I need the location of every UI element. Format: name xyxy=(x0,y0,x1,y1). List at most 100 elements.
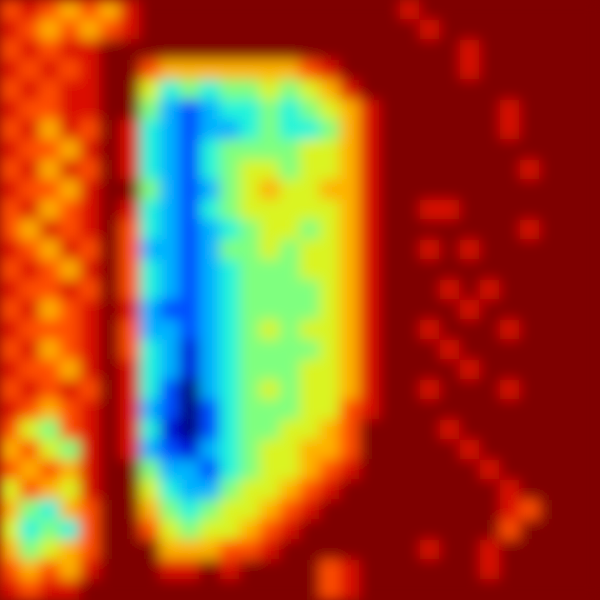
heat-cell xyxy=(440,420,461,441)
heat-cell xyxy=(400,520,421,541)
heat-cell xyxy=(320,20,341,41)
heat-cell xyxy=(240,380,261,401)
heat-cell xyxy=(580,120,600,141)
heat-cell xyxy=(0,300,21,321)
heat-cell xyxy=(280,160,301,181)
heat-cell xyxy=(0,420,21,441)
heat-cell xyxy=(360,0,381,21)
heat-cell xyxy=(520,0,541,21)
heat-cell xyxy=(580,240,600,261)
heat-cell xyxy=(120,260,141,281)
heat-cell xyxy=(60,0,81,21)
heat-cell xyxy=(400,80,421,101)
heat-cell xyxy=(100,0,121,21)
heat-cell xyxy=(120,460,141,481)
heat-cell xyxy=(200,180,221,201)
heat-cell xyxy=(520,580,541,600)
heat-cell xyxy=(160,540,181,561)
heat-cell xyxy=(220,0,241,21)
heat-cell xyxy=(140,540,161,561)
heat-cell xyxy=(480,360,501,381)
heat-cell xyxy=(340,500,361,521)
heat-cell xyxy=(460,400,481,421)
heat-cell xyxy=(480,280,501,301)
heat-cell xyxy=(480,220,501,241)
heat-cell xyxy=(580,160,600,181)
heat-cell xyxy=(580,480,600,501)
heat-cell xyxy=(0,580,21,600)
heat-cell xyxy=(380,260,401,281)
heat-cell xyxy=(240,0,261,21)
heat-cell xyxy=(480,120,501,141)
heat-cell xyxy=(280,180,301,201)
heat-cell xyxy=(340,580,361,600)
heat-cell xyxy=(320,80,341,101)
heat-cell xyxy=(160,40,181,61)
heat-cell xyxy=(200,500,221,521)
heat-cell xyxy=(180,520,201,541)
heat-cell xyxy=(400,0,421,21)
heat-cell xyxy=(540,480,561,501)
heat-cell xyxy=(220,560,241,581)
heat-cell xyxy=(20,300,41,321)
heat-cell xyxy=(0,40,21,61)
heat-cell xyxy=(260,140,281,161)
background xyxy=(0,0,600,600)
heat-cell xyxy=(460,100,481,121)
heat-cell xyxy=(180,80,201,101)
heat-cell xyxy=(0,480,21,501)
heat-cell xyxy=(240,440,261,461)
heat-cell xyxy=(300,120,321,141)
heat-cell xyxy=(500,580,521,600)
heat-cell xyxy=(40,160,61,181)
heat-cell xyxy=(380,240,401,261)
heat-cell xyxy=(100,520,121,541)
heat-cell xyxy=(20,400,41,421)
heat-cell xyxy=(500,80,521,101)
heat-cell xyxy=(40,20,61,41)
heat-cell xyxy=(240,180,261,201)
heat-cell xyxy=(100,40,121,61)
heat-cell xyxy=(0,160,21,181)
heat-cell xyxy=(500,20,521,41)
heat-cell xyxy=(360,580,381,600)
heat-cell xyxy=(560,460,581,481)
heat-cell xyxy=(520,420,541,441)
heat-cell xyxy=(580,580,600,600)
heat-cell xyxy=(160,480,181,501)
heat-cell xyxy=(0,520,21,541)
heat-cell xyxy=(40,520,61,541)
heat-cell xyxy=(580,0,600,21)
heat-cell xyxy=(280,500,301,521)
heat-cell xyxy=(500,280,521,301)
heat-cell xyxy=(420,440,441,461)
heat-cell xyxy=(520,240,541,261)
heat-cell xyxy=(100,420,121,441)
heat-cell xyxy=(120,560,141,581)
heat-cell xyxy=(220,440,241,461)
heat-cell xyxy=(260,540,281,561)
heat-cell xyxy=(220,360,241,381)
heat-cell xyxy=(320,560,341,581)
heat-cell xyxy=(200,140,221,161)
heat-cell xyxy=(540,440,561,461)
heat-cell xyxy=(420,340,441,361)
heat-cell xyxy=(220,180,241,201)
heat-cell xyxy=(280,580,301,600)
heat-cell xyxy=(60,200,81,221)
heat-cell xyxy=(420,180,441,201)
heat-cell xyxy=(280,320,301,341)
heat-cell xyxy=(520,60,541,81)
heat-cell xyxy=(420,400,441,421)
heat-cell xyxy=(180,460,201,481)
heat-cell xyxy=(320,400,341,421)
heat-cell xyxy=(140,180,161,201)
heat-cell xyxy=(20,0,41,21)
heat-cell xyxy=(80,300,101,321)
heat-cell xyxy=(180,400,201,421)
heat-cell xyxy=(540,560,561,581)
heat-cell xyxy=(440,60,461,81)
heat-cell xyxy=(260,100,281,121)
heat-cell xyxy=(300,400,321,421)
heat-cell xyxy=(520,300,541,321)
